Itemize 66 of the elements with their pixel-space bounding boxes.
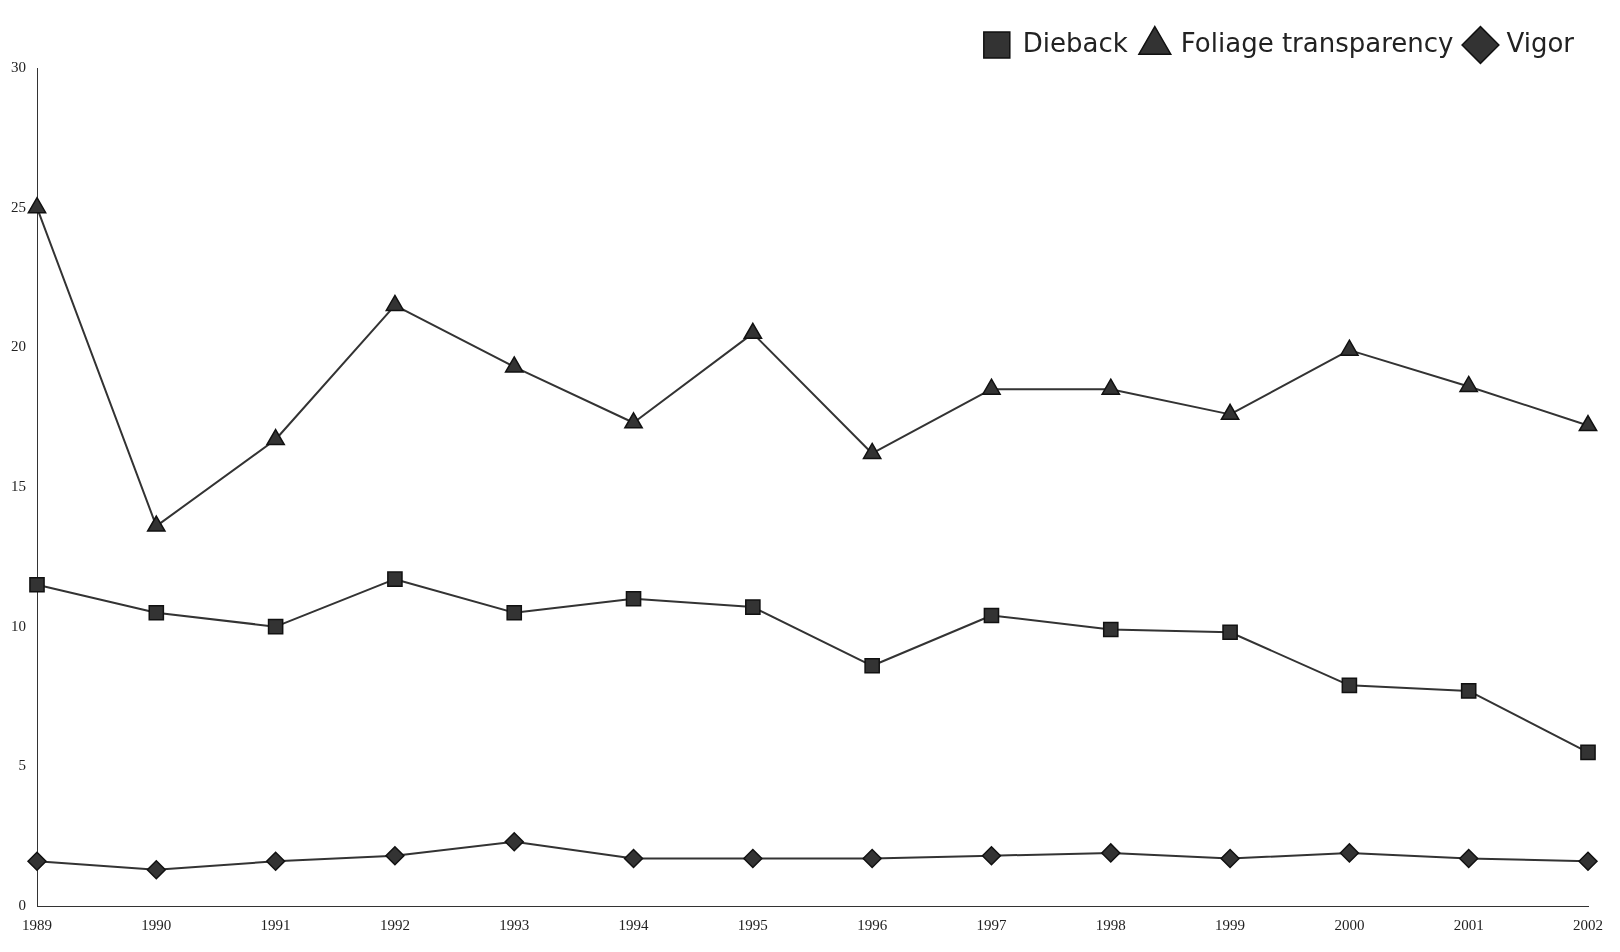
point: [1222, 624, 1238, 641]
point: [743, 848, 763, 869]
y-tick-label: 0: [18, 896, 26, 913]
point: [29, 576, 45, 593]
legend-label: Foliage transparency: [1180, 27, 1454, 58]
x-tick-label: 2002: [1573, 916, 1603, 933]
point: [1578, 414, 1598, 432]
point: [1460, 683, 1477, 699]
x-tick-label: 2001: [1453, 916, 1484, 933]
point: [146, 859, 167, 880]
point: [743, 322, 763, 340]
point: [982, 378, 1001, 395]
y-tick-label: 10: [11, 617, 26, 634]
x-tick-label: 1996: [857, 916, 888, 933]
y-tick-label: 25: [11, 198, 26, 215]
point: [1101, 378, 1121, 395]
point: [981, 845, 1002, 866]
y-tick-label: 30: [11, 58, 26, 75]
point: [387, 571, 403, 587]
legend-label: Dieback: [1022, 27, 1128, 58]
point: [267, 618, 284, 635]
point: [1101, 843, 1121, 863]
point: [1220, 403, 1240, 421]
x-tick-label: 1989: [22, 916, 52, 933]
point: [506, 604, 523, 621]
point: [624, 412, 643, 429]
point: [862, 442, 882, 460]
point: [745, 599, 761, 615]
x-tick-label: 1992: [379, 916, 410, 933]
point: [983, 607, 1000, 624]
point: [265, 851, 286, 872]
x-tick-label: 1997: [976, 916, 1007, 933]
point: [623, 848, 644, 869]
point: [1580, 744, 1596, 761]
point: [27, 196, 47, 214]
x-tick-label: 1998: [1095, 916, 1126, 933]
y-tick-label: 20: [11, 338, 26, 355]
point: [148, 604, 165, 621]
point: [1578, 851, 1598, 872]
point: [1458, 848, 1479, 869]
point: [146, 515, 166, 532]
point: [504, 356, 524, 373]
x-tick-label: 2000: [1334, 916, 1365, 933]
x-tick-label: 1995: [737, 916, 768, 933]
point: [27, 851, 47, 872]
point: [385, 845, 405, 866]
x-tick-label: 1990: [141, 916, 172, 933]
x-tick-label: 1993: [499, 916, 530, 933]
point: [864, 657, 880, 674]
legend-label: Vigor: [1506, 27, 1575, 58]
point: [1459, 375, 1479, 393]
point: [1339, 339, 1359, 356]
x-tick-label: 1991: [260, 916, 291, 933]
point: [862, 848, 882, 869]
point: [1341, 677, 1358, 694]
point: [1220, 848, 1240, 869]
y-tick-label: 15: [11, 477, 26, 494]
point: [625, 590, 642, 607]
point: [266, 428, 286, 446]
x-tick-label: 1994: [618, 916, 650, 933]
point: [385, 294, 405, 312]
point: [504, 832, 524, 852]
point: [1102, 621, 1119, 638]
x-tick-label: 1999: [1215, 916, 1246, 933]
y-tick-label: 5: [18, 757, 26, 774]
point: [1339, 843, 1360, 863]
